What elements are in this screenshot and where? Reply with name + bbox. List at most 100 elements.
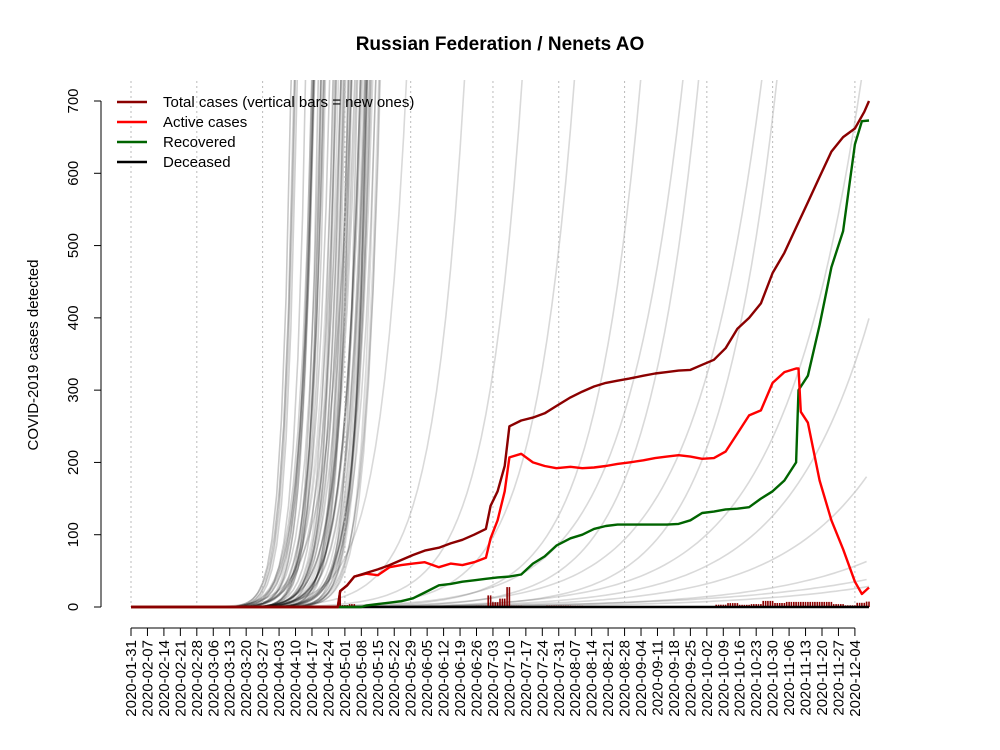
new-cases-bar [776,603,779,607]
background-region-line [281,80,368,608]
new-cases-bar [837,604,840,607]
new-cases-bar [736,603,739,607]
background-region-line [276,80,350,608]
background-region-line [264,80,338,608]
x-tick-label: 2020-11-27 [830,640,847,716]
background-region-line [255,80,334,608]
background-region-line [269,80,353,608]
new-cases-bar [832,604,835,607]
new-cases-bar [785,601,788,607]
background-region-line [234,80,408,608]
x-tick-label: 2020-03-20 [238,640,255,717]
new-cases-bar [797,601,800,607]
background-region-line [260,80,361,608]
new-cases-bar [816,601,819,607]
new-cases-bar [503,598,506,607]
new-cases-bar [865,601,868,607]
background-region-line [236,80,335,608]
new-cases-bar [828,601,830,607]
x-tick-label: 2020-07-10 [501,640,518,717]
background-region-line [260,80,342,608]
x-tick-label: 2020-09-18 [666,640,683,717]
y-tick-label: 400 [65,305,82,330]
background-region-line [260,80,336,608]
x-tick-label: 2020-05-01 [337,640,354,717]
background-region-line [344,80,863,608]
legend-label: Recovered [163,134,236,151]
new-cases-bar [809,601,811,607]
x-tick-label: 2020-01-31 [123,640,140,717]
background-region-line [279,80,347,608]
new-cases-bar [762,600,764,607]
new-cases-bar [790,601,793,607]
legend-label: Deceased [163,154,231,171]
new-cases-bar [351,604,353,607]
x-tick-label: 2020-06-26 [469,640,486,717]
x-tick-label: 2020-08-21 [600,640,617,717]
x-tick-label: 2020-08-14 [584,640,601,717]
x-tick-label: 2020-12-04 [847,640,864,717]
x-tick-label: 2020-04-24 [320,640,337,717]
x-tick-label: 2020-11-13 [798,640,815,716]
new-cases-bar [771,600,774,607]
background-region-line [255,80,346,608]
background-region-line [293,80,371,608]
background-region-line [288,80,368,608]
background-region-line [257,80,320,608]
background-region-line [354,80,700,608]
background-region-line [234,80,299,608]
background-region-line [257,80,323,608]
x-tick-label: 2020-07-17 [518,640,535,717]
background-region-line [264,80,344,608]
new-cases-bar [506,587,508,607]
background-region-line [243,80,315,608]
y-tick-label: 500 [65,233,82,258]
x-tick-label: 2020-07-24 [534,640,551,717]
x-tick-label: 2020-08-28 [617,640,634,717]
grid-lines [130,81,856,607]
new-cases-bar [501,598,504,607]
background-region-line [232,80,297,608]
background-region-line [260,80,366,608]
background-region-line [243,80,313,608]
x-tick-label: 2020-02-21 [172,640,189,717]
background-region-line [234,80,316,608]
new-cases-bar [814,601,816,607]
y-tick-label: 0 [65,603,82,611]
new-cases-bar [825,601,828,607]
background-region-line [295,80,377,608]
new-cases-bar [818,601,821,607]
new-cases-bar [856,602,858,607]
x-tick-label: 2020-10-23 [748,640,765,717]
x-tick-label: 2020-04-03 [271,640,288,717]
background-region-line [290,80,369,608]
background-region-line [241,80,325,608]
new-cases-bar [858,602,861,607]
background-region-line [318,80,763,608]
y-tick-label: 600 [65,161,82,186]
background-region-line [229,80,315,608]
new-cases-bar [755,604,757,607]
x-tick-label: 2020-04-17 [304,640,321,717]
background-region-line [241,80,331,608]
new-cases-bar [863,602,866,607]
new-cases-bar [494,602,497,607]
background-region-line [279,80,371,608]
new-cases-bar [781,603,783,607]
background-region-line [330,80,642,608]
background-region-line [257,80,343,608]
x-tick-label: 2020-10-09 [715,640,732,717]
background-region-line [269,80,374,608]
x-tick-label: 2020-06-05 [419,640,436,717]
background-region-line [246,80,315,608]
new-cases-bar [753,604,755,607]
new-cases-bar [821,601,823,607]
new-cases-bar [783,603,786,607]
new-cases-bar [823,601,826,607]
background-region-line [253,80,350,608]
new-cases-bar [835,604,837,607]
background-region-line [232,80,342,608]
background-region-line [271,80,377,608]
new-cases-bar [788,601,790,607]
